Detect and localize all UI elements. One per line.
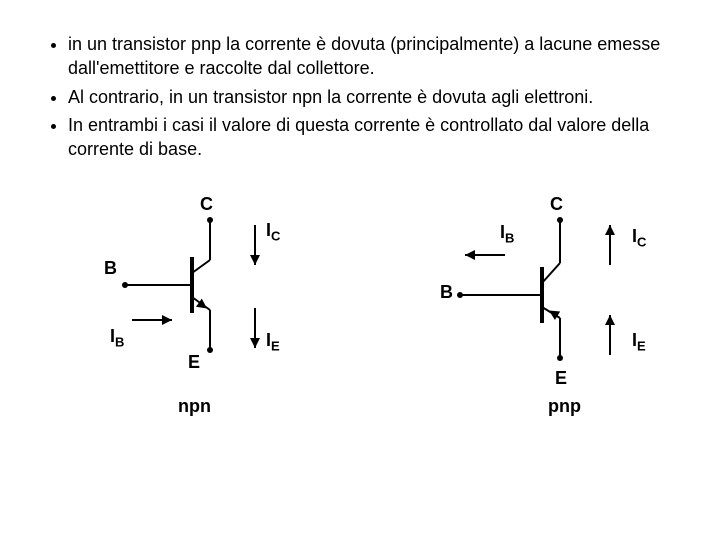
label-type-npn: npn (178, 396, 211, 417)
diagrams-area: C B E IC IB IE npn C B E IC IB (0, 200, 720, 520)
pnp-svg (400, 200, 700, 500)
label-base: B (440, 282, 453, 303)
label-emitter: E (555, 368, 567, 389)
label-ib: IB (110, 326, 124, 350)
npn-svg (80, 200, 380, 500)
label-ib: IB (500, 222, 514, 246)
slide-page: in un transistor pnp la corrente è dovut… (0, 0, 720, 540)
label-ie: IE (266, 330, 280, 354)
pnp-diagram: C B E IC IB IE pnp (400, 200, 700, 500)
label-ic: IC (266, 220, 280, 244)
label-ic: IC (632, 226, 646, 250)
label-emitter: E (188, 352, 200, 373)
bullet-item: Al contrario, in un transistor npn la co… (68, 85, 680, 109)
ic-sub: C (271, 229, 280, 244)
bullet-item: In entrambi i casi il valore di questa c… (68, 113, 680, 162)
npn-diagram: C B E IC IB IE npn (80, 200, 380, 500)
label-collector: C (550, 194, 563, 215)
bullet-list: in un transistor pnp la corrente è dovut… (40, 32, 680, 161)
ic-sub: C (637, 235, 646, 250)
label-base: B (104, 258, 117, 279)
label-ie: IE (632, 330, 646, 354)
bullet-item: in un transistor pnp la corrente è dovut… (68, 32, 680, 81)
ib-sub: B (115, 335, 124, 350)
label-collector: C (200, 194, 213, 215)
ie-sub: E (637, 339, 646, 354)
ib-sub: B (505, 231, 514, 246)
label-type-pnp: pnp (548, 396, 581, 417)
ie-sub: E (271, 339, 280, 354)
